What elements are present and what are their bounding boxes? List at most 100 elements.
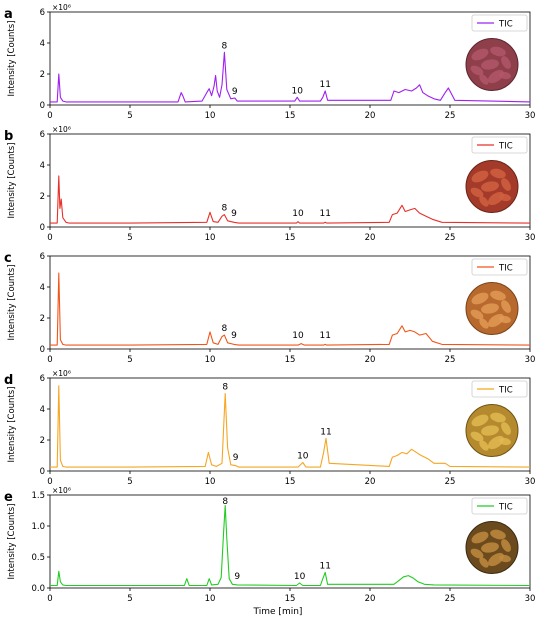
sample-item: [471, 414, 489, 427]
x-tick-label: 10: [205, 594, 216, 604]
sample-item: [479, 440, 489, 451]
sample-item: [501, 178, 511, 191]
axes-frame: [49, 133, 531, 228]
legend-label: TIC: [498, 264, 513, 274]
y-tick-label: 4: [40, 161, 45, 171]
x-tick-label: 20: [365, 477, 376, 487]
tic-series-line: [50, 51, 531, 103]
tic-series-line: [50, 272, 531, 346]
sample-item: [490, 46, 506, 57]
x-tick-label: 20: [365, 355, 376, 365]
y-tick-label: 4: [40, 405, 45, 415]
sample-item: [470, 65, 484, 76]
x-tick-label: 15: [285, 355, 296, 365]
tic-series-line: [50, 504, 531, 587]
y-tick-label: 0.5: [31, 553, 45, 563]
axes-frame: [49, 11, 531, 106]
x-tick-label: 10: [205, 477, 216, 487]
x-tick-label: 30: [525, 233, 536, 243]
legend-box: [471, 258, 528, 276]
peak-label: 10: [292, 331, 304, 341]
panel-letter: e: [4, 490, 13, 505]
y-tick-label: 1.0: [31, 522, 45, 532]
scale-label: ×10⁶: [52, 369, 71, 378]
sample-item: [499, 193, 511, 202]
legend-box: [471, 380, 528, 398]
x-tick-label: 10: [205, 355, 216, 365]
sample-item: [479, 74, 489, 85]
y-tick-label: 6: [40, 130, 45, 140]
sample-item: [501, 300, 511, 313]
sample-item: [471, 531, 489, 544]
sample-item: [479, 557, 489, 568]
sample-item: [481, 425, 499, 436]
sample-item: [499, 437, 511, 446]
sample-photo: [465, 38, 519, 91]
y-tick-label: 4: [40, 283, 45, 293]
x-tick-label: 15: [285, 477, 296, 487]
x-tick-label: 5: [127, 594, 132, 604]
tic-series-line: [50, 175, 531, 224]
sample-item: [490, 168, 506, 179]
panel-letter: b: [4, 129, 13, 144]
sample-item: [501, 422, 511, 435]
x-axis-label: Time [min]: [253, 607, 303, 617]
sample-item: [470, 309, 484, 320]
sample-item: [490, 529, 506, 540]
sample-item: [479, 196, 489, 207]
sample-photo: [465, 404, 519, 457]
peak-label: 8: [222, 324, 228, 334]
y-axis-label: Intensity [Counts]: [7, 20, 17, 96]
axes-frame: [49, 494, 531, 589]
sample-item: [481, 542, 499, 553]
panel-c: c 0 2 4 6 0 5 10 15 20 25 30 Intensity [Counts] 89 10 1…: [4, 251, 535, 365]
x-tick-label: 20: [365, 594, 376, 604]
peak-label: 9: [231, 209, 237, 219]
axes-frame: [49, 377, 531, 472]
panel-letter: d: [4, 373, 13, 388]
peak-label: 9: [234, 572, 240, 582]
x-tick-label: 0: [47, 477, 52, 487]
sample-item: [479, 318, 489, 329]
panel-letter: a: [4, 7, 13, 22]
y-tick-label: 1.5: [31, 491, 45, 501]
x-tick-label: 5: [127, 477, 132, 487]
sample-photo: [465, 160, 519, 213]
x-tick-label: 30: [525, 594, 536, 604]
y-axis-label: Intensity [Counts]: [7, 264, 17, 340]
x-tick-label: 0: [47, 594, 52, 604]
x-tick-label: 25: [445, 477, 456, 487]
x-tick-label: 25: [445, 594, 456, 604]
y-tick-label: 0: [40, 101, 45, 111]
sample-photo: [465, 521, 519, 574]
peak-label: 8: [222, 41, 228, 51]
x-tick-label: 15: [285, 111, 296, 121]
y-tick-label: 0.0: [31, 584, 45, 594]
y-tick-label: 6: [40, 374, 45, 384]
legend-label: TIC: [498, 142, 513, 152]
legend-label: TIC: [498, 386, 513, 396]
legend-box: [471, 14, 528, 32]
y-tick-label: 0: [40, 223, 45, 233]
legend-box: [471, 497, 528, 515]
sample-item: [471, 292, 489, 305]
x-tick-label: 25: [445, 355, 456, 365]
scale-label: ×10⁶: [52, 125, 71, 134]
y-tick-label: 2: [40, 436, 45, 446]
sample-item: [481, 181, 499, 192]
sample-item: [501, 539, 511, 552]
panel-e: e 0.0 0.5 1.0 1.5 0 5 10 15 20 25 30 ×10⁶ Intensity […: [4, 486, 535, 604]
axes-frame: [49, 255, 531, 350]
x-tick-label: 15: [285, 233, 296, 243]
peak-label: 10: [294, 572, 306, 582]
x-tick-label: 5: [127, 233, 132, 243]
sample-item: [499, 71, 511, 80]
peak-label: 11: [319, 80, 330, 90]
sample-item: [499, 554, 511, 563]
sample-item: [470, 431, 484, 442]
y-tick-label: 6: [40, 8, 45, 18]
x-tick-label: 0: [47, 233, 52, 243]
sample-item: [470, 548, 484, 559]
sample-item: [481, 303, 499, 314]
